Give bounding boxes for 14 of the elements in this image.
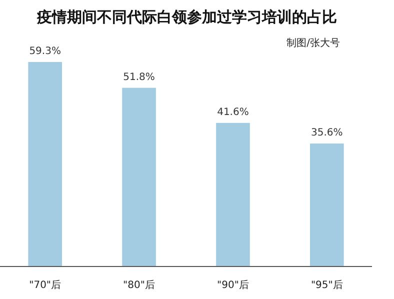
x-tick-label: "80"后 bbox=[123, 279, 155, 291]
bar bbox=[216, 122, 250, 266]
text: 制图/张大号 bbox=[286, 37, 340, 49]
bar bbox=[310, 144, 344, 266]
bar bbox=[122, 88, 156, 266]
x-tick-label: "95"后 bbox=[310, 279, 343, 291]
data-label: 41.6% bbox=[217, 106, 249, 118]
chart-title: 疫情期间不同代际白领参加过学习培训的占比 bbox=[36, 8, 337, 26]
data-label: 51.8% bbox=[123, 72, 155, 83]
bar bbox=[28, 62, 62, 266]
data-label: 59.3% bbox=[29, 46, 61, 57]
data-label: 35.6% bbox=[311, 128, 343, 139]
x-tick-label: "70"后 bbox=[29, 279, 62, 291]
x-tick-label: "90"后 bbox=[217, 279, 249, 291]
